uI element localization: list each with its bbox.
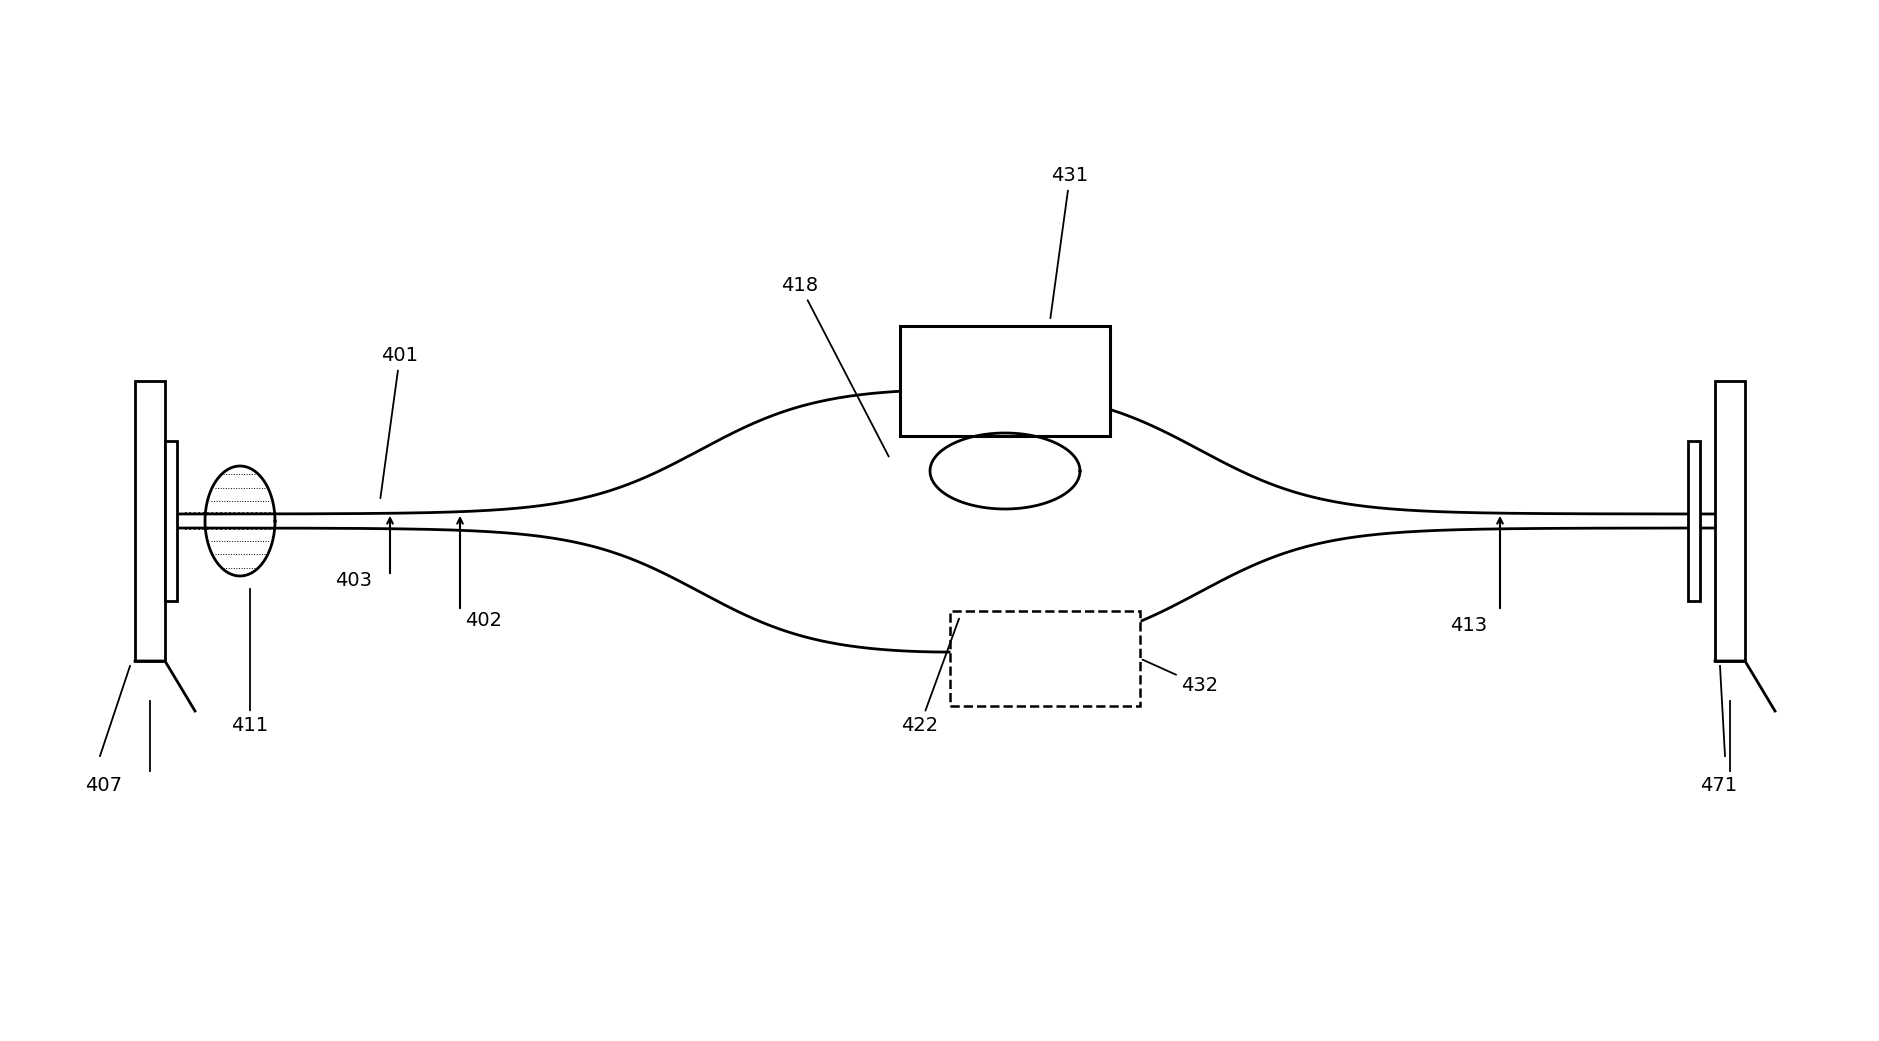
- Text: 471: 471: [1700, 776, 1736, 795]
- Text: 411: 411: [231, 589, 269, 735]
- Bar: [951, 611, 1141, 706]
- Bar: [165, 441, 177, 601]
- Bar: [900, 326, 1110, 436]
- Text: 418: 418: [782, 276, 889, 457]
- Text: 431: 431: [1050, 166, 1088, 319]
- Text: 413: 413: [1451, 616, 1486, 635]
- Text: 403: 403: [334, 572, 372, 590]
- Text: 422: 422: [902, 618, 958, 735]
- Text: 402: 402: [464, 611, 502, 630]
- Text: 407: 407: [85, 776, 122, 795]
- Bar: [1687, 441, 1700, 601]
- Bar: [135, 381, 165, 661]
- Text: 432: 432: [1142, 660, 1219, 695]
- Bar: [1716, 381, 1746, 661]
- Text: 401: 401: [380, 346, 419, 499]
